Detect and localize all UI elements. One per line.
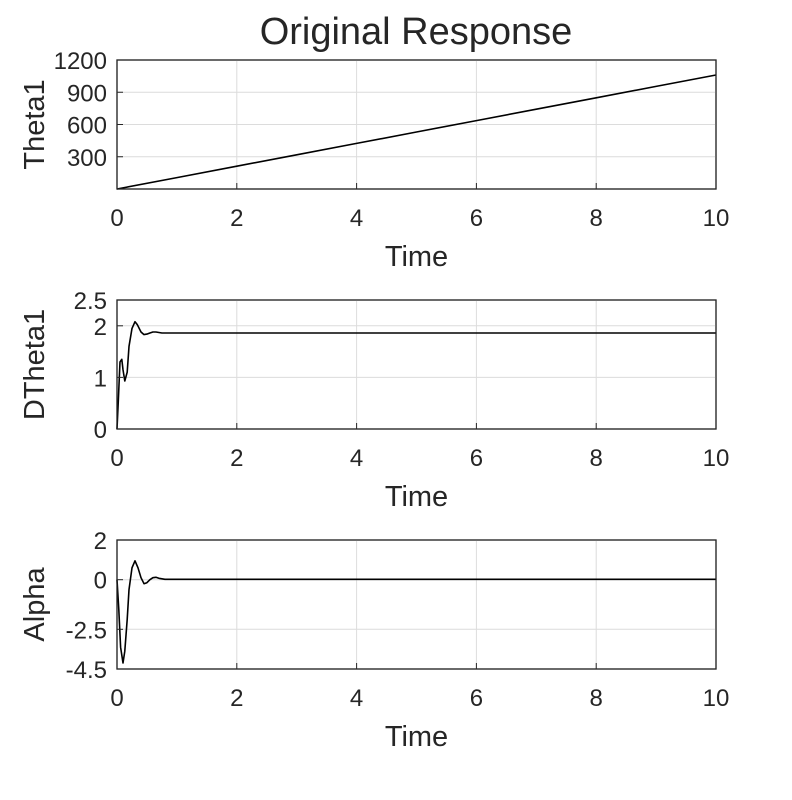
plot-area xyxy=(116,539,717,670)
plot-area xyxy=(116,299,717,430)
x-tick-label: 0 xyxy=(110,685,123,712)
y-tick-label: 1 xyxy=(94,365,107,392)
x-tick-label: 2 xyxy=(230,205,243,232)
y-tick-label: -4.5 xyxy=(66,657,107,684)
x-tick-label: 2 xyxy=(230,685,243,712)
y-tick-label: 2 xyxy=(94,314,107,341)
y-tick-label: 300 xyxy=(67,145,107,172)
series-line-alpha xyxy=(116,560,716,664)
y-tick-label: -2.5 xyxy=(66,617,107,644)
y-tick-label: 1200 xyxy=(54,48,107,75)
y-tick-label: 2.5 xyxy=(74,288,107,315)
x-tick-label: 8 xyxy=(590,445,603,472)
x-axis-label: Time xyxy=(385,241,448,273)
y-tick-label: 2 xyxy=(94,528,107,555)
x-tick-label: 6 xyxy=(470,205,483,232)
x-tick-label: 4 xyxy=(350,445,363,472)
subplot-theta1: 0 2 4 6 8 10 300 600 900 1200 Time Theta1 xyxy=(19,48,729,273)
x-tick-label: 6 xyxy=(470,445,483,472)
x-tick-label: 4 xyxy=(350,685,363,712)
y-axis-label: DTheta1 xyxy=(19,309,51,420)
x-tick-label: 10 xyxy=(703,205,730,232)
axes-box xyxy=(116,539,717,670)
y-axis-label: Theta1 xyxy=(19,79,51,169)
x-tick-label: 10 xyxy=(703,445,730,472)
x-tick-label: 2 xyxy=(230,445,243,472)
x-tick-label: 10 xyxy=(703,685,730,712)
series-line-dtheta1 xyxy=(116,320,716,430)
y-tick-label: 900 xyxy=(67,80,107,107)
subplot-alpha: 0 2 4 6 8 10 -4.5 -2.5 0 2 Time Alpha xyxy=(19,528,729,753)
x-tick-label: 6 xyxy=(470,685,483,712)
x-axis-label: Time xyxy=(385,481,448,513)
y-tick-label: 0 xyxy=(94,417,107,444)
y-tick-label: 600 xyxy=(67,113,107,140)
axes-box xyxy=(116,299,717,430)
x-tick-label: 8 xyxy=(590,685,603,712)
x-tick-label: 0 xyxy=(110,445,123,472)
x-axis-label: Time xyxy=(385,721,448,753)
x-tick-label: 4 xyxy=(350,205,363,232)
x-tick-label: 0 xyxy=(110,205,123,232)
y-tick-label: 0 xyxy=(94,568,107,595)
x-tick-label: 8 xyxy=(590,205,603,232)
y-axis-label: Alpha xyxy=(19,567,51,642)
series-line-theta1 xyxy=(116,74,717,190)
figure-title: Original Response xyxy=(260,11,573,53)
